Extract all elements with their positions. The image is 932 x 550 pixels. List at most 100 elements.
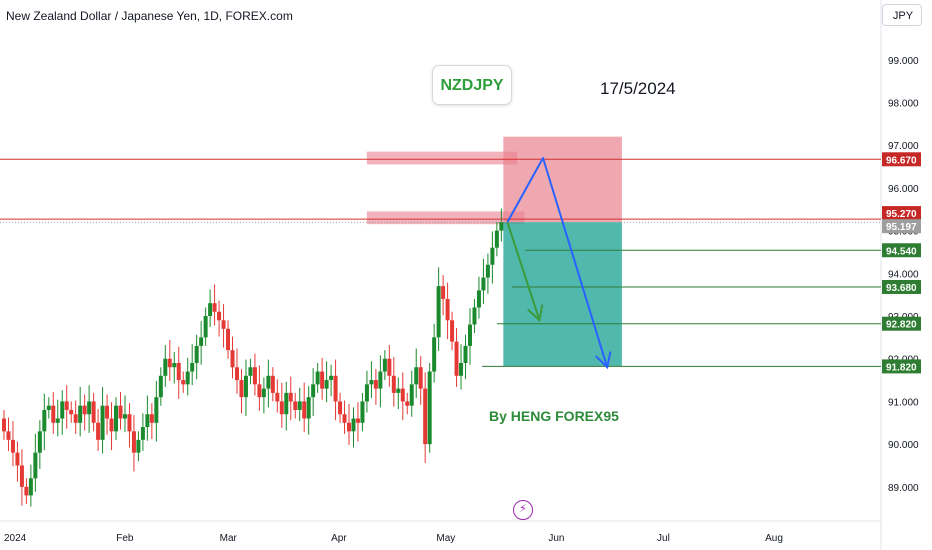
currency-button[interactable]: JPY (882, 4, 922, 26)
x-tick-label: Aug (765, 533, 783, 544)
take-profit-zone (503, 222, 622, 367)
candle-body (87, 401, 92, 415)
time-axis-ticks: 2024 Feb Mar Apr May Jun Jul Aug (4, 533, 783, 544)
lightning-bolt-icon[interactable]: ⚡ (513, 500, 533, 520)
price-tag-label: 91.820 (886, 362, 917, 373)
projection-arrows-layer (506, 157, 612, 370)
candle-body (122, 414, 127, 419)
candle-body (167, 358, 172, 368)
candle-body (476, 290, 481, 308)
candle-body (364, 384, 369, 402)
date-annotation: 17/5/2024 (600, 79, 676, 98)
candle-body (221, 320, 226, 329)
candle-body (306, 397, 311, 419)
candle-body (91, 401, 96, 423)
candle-body (118, 405, 123, 419)
candle-body (441, 286, 446, 299)
candles-layer (2, 208, 504, 507)
candle-body (252, 367, 257, 385)
candle-body (149, 414, 154, 423)
y-tick-label: 90.000 (888, 440, 919, 451)
author-annotation: By HENG FOREX95 (489, 408, 619, 424)
levels-layer (0, 158, 881, 367)
candle-body (293, 401, 298, 410)
y-tick-label: 96.000 (888, 184, 919, 195)
price-tag-91.820 (882, 359, 921, 374)
candle-body (490, 247, 495, 265)
candle-body (454, 341, 459, 376)
candle-body (131, 431, 136, 453)
y-tick-label: 98.000 (888, 98, 919, 109)
y-tick-label: 89.000 (888, 483, 919, 494)
candle-body (181, 380, 186, 385)
candle-body (19, 465, 24, 487)
candle-body (270, 375, 275, 393)
candle-body (172, 362, 177, 368)
candle-body (342, 414, 347, 423)
x-tick-label: Jul (657, 533, 670, 544)
candle-body (248, 367, 253, 376)
candle-body (208, 303, 213, 317)
candle-body (297, 401, 302, 410)
candle-body (338, 401, 343, 415)
candle-body (217, 311, 222, 321)
candle-body (288, 392, 293, 402)
candle-body (284, 392, 289, 415)
candle-body (360, 401, 365, 423)
candle-body (105, 405, 110, 419)
price-tag-label: 95.270 (886, 209, 917, 220)
candle-body (109, 418, 114, 432)
candle-body (15, 452, 20, 466)
candle-body (28, 478, 33, 496)
candle-body (329, 375, 334, 381)
y-tick-label: 99.000 (888, 56, 919, 67)
candle-body (369, 380, 374, 385)
candle-body (51, 405, 56, 423)
candle-body (185, 371, 190, 385)
candle-body (382, 358, 387, 372)
candle-body (69, 409, 74, 415)
candle-body (373, 380, 378, 389)
candle-body (485, 264, 490, 278)
candle-body (234, 367, 239, 381)
candle-body (472, 307, 477, 325)
candle-body (355, 418, 360, 423)
stop-loss-zone (503, 136, 622, 223)
y-tick-label: 94.000 (888, 269, 919, 280)
candle-body (78, 405, 83, 423)
price-tag-label: 94.540 (886, 246, 917, 257)
candle-body (212, 303, 217, 312)
green-projection-arrow-head (527, 304, 544, 323)
candle-body (450, 320, 455, 342)
price-tags-layer: 96.670 95.270 95.197 94.540 93.680 92.820 91.8… (882, 152, 921, 374)
candle-body (432, 337, 437, 372)
price-tag-label: 93.680 (886, 283, 917, 294)
candle-body (2, 418, 6, 432)
candle-body (333, 375, 338, 402)
price-tag-95.197 (882, 219, 921, 234)
candle-body (176, 362, 181, 381)
y-tick-label: 91.000 (888, 397, 919, 408)
candle-body (136, 439, 141, 453)
price-tag-label: 92.820 (886, 320, 917, 331)
candle-body (145, 414, 150, 428)
candle-body (414, 367, 419, 385)
candle-body (127, 414, 132, 432)
candle-body (499, 222, 504, 231)
supply-zone-1 (366, 151, 518, 165)
candle-body (436, 286, 441, 338)
candle-body (302, 401, 307, 419)
candle-body (199, 337, 204, 346)
price-tag-92.820 (882, 316, 921, 331)
candle-body (6, 431, 11, 440)
candle-body (396, 388, 401, 393)
candle-body (347, 422, 352, 432)
x-tick-label: Apr (331, 533, 347, 544)
candle-body (423, 388, 428, 445)
x-tick-label: 2024 (4, 533, 27, 544)
symbol-title[interactable]: New Zealand Dollar / Japanese Yen, 1D, F… (6, 9, 293, 23)
green-projection-arrow (506, 221, 541, 321)
candle-body (275, 392, 280, 402)
price-axis-panel[interactable] (881, 0, 932, 521)
